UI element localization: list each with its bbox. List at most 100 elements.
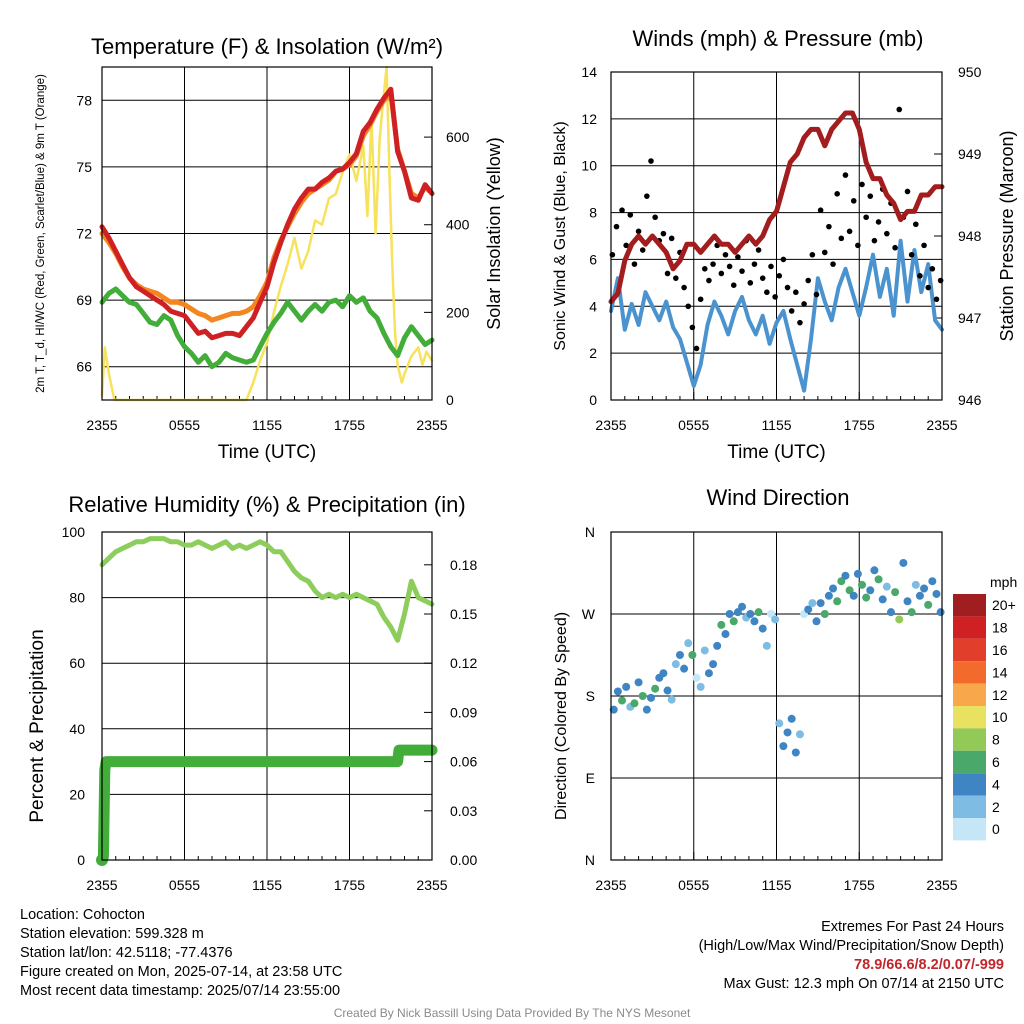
gust-point bbox=[652, 214, 658, 221]
chart-title: Wind Direction bbox=[706, 485, 849, 510]
y2-tick-label: 0.18 bbox=[450, 557, 477, 573]
legend-label: 16 bbox=[992, 642, 1008, 658]
x-tick-label: 0555 bbox=[169, 877, 200, 893]
y-tick-label: 60 bbox=[69, 655, 85, 671]
gust-point bbox=[755, 247, 762, 253]
chart-humidity: 2355 0555 1155 1755 2355 Relative Humidity (%… bbox=[27, 492, 477, 893]
direction-point bbox=[638, 692, 647, 700]
direction-point bbox=[692, 673, 701, 682]
direction-point bbox=[833, 597, 842, 606]
y-tick-label: E bbox=[586, 770, 595, 786]
plot-border bbox=[610, 71, 943, 401]
legend-swatch bbox=[953, 706, 986, 729]
gust-point bbox=[850, 198, 857, 204]
chart-title: Temperature (F) & Insolation (W/m²) bbox=[91, 34, 443, 59]
gust-point bbox=[863, 214, 869, 221]
x-tick-label: 0555 bbox=[678, 877, 709, 893]
y2-tick-label: 400 bbox=[446, 217, 470, 233]
y2-tick-label: 0.03 bbox=[450, 803, 477, 819]
y2-axis-label: Solar Insolation (Yellow) bbox=[484, 137, 504, 329]
gust-point bbox=[619, 207, 625, 214]
precipitation-line bbox=[96, 744, 438, 866]
gust-point bbox=[884, 230, 890, 237]
direction-point bbox=[717, 620, 726, 629]
x-tick-label: 1155 bbox=[761, 877, 791, 893]
gust-point bbox=[855, 242, 861, 249]
gust-point bbox=[912, 221, 919, 228]
y-tick-label: W bbox=[582, 606, 596, 622]
direction-point bbox=[618, 696, 627, 705]
y2-tick-label: 200 bbox=[446, 304, 470, 320]
speed-legend: mph 20+ 18 16 14 12 10 8 6 4 2 0 bbox=[953, 574, 1017, 841]
x-tick-label: 1155 bbox=[252, 417, 282, 433]
x-tick-label: 2355 bbox=[416, 877, 447, 893]
legend-swatch bbox=[953, 773, 986, 796]
direction-point bbox=[750, 617, 759, 626]
gust-point bbox=[776, 273, 783, 279]
legend-swatch bbox=[953, 661, 986, 684]
direction-point bbox=[651, 684, 660, 693]
gust-point bbox=[821, 249, 828, 256]
direction-point bbox=[700, 646, 709, 655]
direction-point bbox=[688, 651, 697, 659]
direction-point bbox=[841, 571, 850, 580]
humidity-line bbox=[99, 536, 435, 643]
direction-point bbox=[882, 582, 891, 591]
gust-point bbox=[648, 158, 654, 164]
gust-point bbox=[908, 251, 915, 258]
y-tick-label: 80 bbox=[69, 590, 85, 606]
direction-point bbox=[829, 584, 838, 593]
y-tick-label: 2 bbox=[589, 345, 597, 361]
gust-point bbox=[685, 303, 692, 310]
legend-swatch bbox=[953, 616, 986, 639]
gust-point bbox=[730, 282, 737, 289]
temperature-series-line bbox=[99, 286, 435, 370]
legend-swatch bbox=[953, 750, 986, 774]
gust-point bbox=[747, 280, 754, 286]
y-tick-label: 12 bbox=[581, 111, 597, 127]
x-tick-label: 1755 bbox=[844, 877, 875, 893]
legend-swatch bbox=[953, 795, 986, 818]
y2-tick-label: 0.00 bbox=[450, 852, 477, 868]
y-tick-label: 10 bbox=[581, 158, 597, 174]
gust-point bbox=[867, 193, 874, 199]
direction-point bbox=[754, 608, 763, 617]
gust-point bbox=[871, 237, 878, 244]
location-text: Location: Cohocton bbox=[20, 907, 145, 923]
direction-point bbox=[642, 705, 651, 714]
direction-point bbox=[862, 593, 871, 602]
direction-point bbox=[634, 678, 643, 687]
y-tick-label: 100 bbox=[62, 524, 86, 540]
y-tick-label: S bbox=[586, 688, 595, 704]
direction-point bbox=[766, 610, 775, 618]
gust-point bbox=[813, 291, 820, 298]
x-tick-label: 0555 bbox=[169, 417, 200, 433]
x-tick-label: 2355 bbox=[595, 417, 626, 433]
created-text: Figure created on Mon, 2025-07-14, at 23… bbox=[20, 964, 343, 980]
direction-point bbox=[675, 651, 684, 659]
gust-point bbox=[764, 289, 770, 296]
legend-title: mph bbox=[990, 574, 1017, 590]
gust-point bbox=[826, 223, 832, 230]
x-tick-label: 1155 bbox=[252, 877, 282, 893]
gust-point bbox=[660, 230, 667, 237]
gust-point bbox=[718, 270, 725, 277]
direction-point bbox=[928, 577, 937, 586]
direction-point bbox=[795, 730, 804, 739]
direction-point bbox=[820, 610, 829, 618]
gust-point bbox=[635, 228, 642, 235]
gust-point bbox=[627, 212, 634, 218]
y2-axis-label: Station Pressure (Maroon) bbox=[997, 130, 1017, 341]
direction-point bbox=[866, 586, 875, 595]
gust-point bbox=[668, 235, 675, 242]
plot-border bbox=[610, 531, 943, 861]
gust-point bbox=[842, 172, 849, 178]
y2-tick-label: 600 bbox=[446, 129, 470, 145]
gust-point bbox=[751, 261, 758, 267]
x-tick-label: 1755 bbox=[334, 417, 365, 433]
y-tick-label: 66 bbox=[76, 359, 92, 375]
y-tick-label: 0 bbox=[77, 852, 85, 868]
direction-point bbox=[886, 608, 895, 617]
y-tick-label: N bbox=[585, 852, 595, 868]
direction-point bbox=[729, 617, 738, 626]
